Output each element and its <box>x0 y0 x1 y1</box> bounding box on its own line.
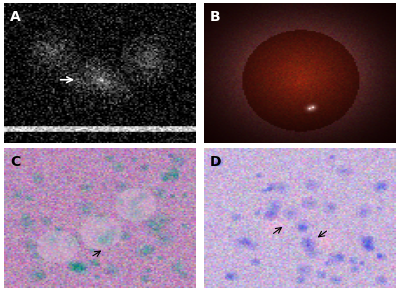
Text: A: A <box>10 10 20 24</box>
Text: B: B <box>210 10 220 24</box>
Text: C: C <box>10 155 20 169</box>
Text: D: D <box>210 155 221 169</box>
